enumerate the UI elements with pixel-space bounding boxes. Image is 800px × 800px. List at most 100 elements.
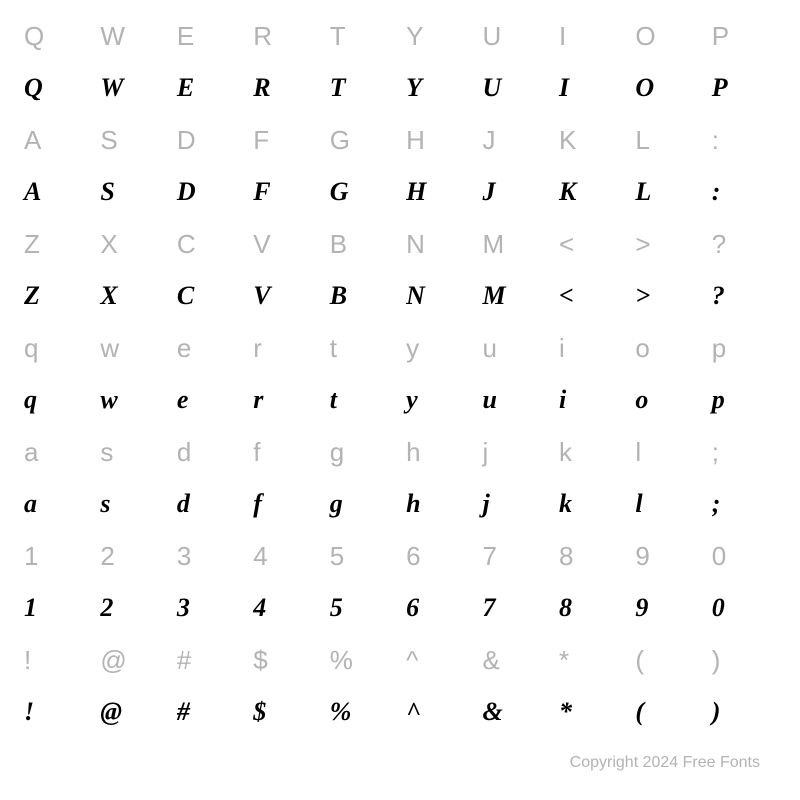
sample-char: ( — [631, 697, 703, 727]
sample-char: S — [96, 177, 168, 207]
sample-char: C — [173, 281, 245, 311]
sample-char: o — [631, 385, 703, 415]
sample-row: qwertyuiop — [20, 374, 780, 426]
reference-char: * — [555, 645, 627, 676]
sample-char: l — [631, 489, 703, 519]
sample-char: > — [631, 281, 703, 311]
sample-char: g — [326, 489, 398, 519]
reference-char: D — [173, 125, 245, 156]
reference-char: Z — [20, 229, 92, 260]
sample-char: A — [20, 177, 92, 207]
reference-char: 1 — [20, 541, 92, 572]
sample-char: 9 — [631, 593, 703, 623]
sample-row: QWERTYUIOP — [20, 62, 780, 114]
reference-char: G — [326, 125, 398, 156]
reference-char: 2 — [96, 541, 168, 572]
reference-char: ) — [708, 645, 780, 676]
sample-char: G — [326, 177, 398, 207]
sample-char: w — [96, 385, 168, 415]
reference-char: d — [173, 437, 245, 468]
reference-char: N — [402, 229, 474, 260]
sample-char: 2 — [96, 593, 168, 623]
sample-char: J — [479, 177, 551, 207]
sample-char: 0 — [708, 593, 780, 623]
copyright-text: Copyright 2024 Free Fonts — [570, 754, 760, 772]
reference-char: C — [173, 229, 245, 260]
reference-row: qwertyuiop — [20, 322, 780, 374]
reference-char: j — [479, 437, 551, 468]
reference-char: y — [402, 333, 474, 364]
sample-char: E — [173, 73, 245, 103]
sample-char: ) — [708, 697, 780, 727]
sample-char: q — [20, 385, 92, 415]
reference-char: p — [708, 333, 780, 364]
sample-char: K — [555, 177, 627, 207]
reference-char: 7 — [479, 541, 551, 572]
reference-char: J — [479, 125, 551, 156]
sample-char: d — [173, 489, 245, 519]
sample-char: j — [479, 489, 551, 519]
reference-row: asdfghjkl; — [20, 426, 780, 478]
reference-char: u — [479, 333, 551, 364]
reference-char: > — [631, 229, 703, 260]
reference-row: ZXCVBNM<>? — [20, 218, 780, 270]
reference-char: t — [326, 333, 398, 364]
sample-char: # — [173, 697, 245, 727]
sample-char: U — [479, 73, 551, 103]
sample-char: ^ — [402, 697, 474, 727]
sample-char: Q — [20, 73, 92, 103]
reference-char: A — [20, 125, 92, 156]
sample-char: u — [479, 385, 551, 415]
sample-char: % — [326, 697, 398, 727]
reference-char: & — [479, 645, 551, 676]
reference-char: X — [96, 229, 168, 260]
reference-char: ^ — [402, 645, 474, 676]
sample-char: R — [249, 73, 321, 103]
sample-char: * — [555, 697, 627, 727]
reference-char: ? — [708, 229, 780, 260]
reference-char: r — [249, 333, 321, 364]
reference-char: O — [631, 21, 703, 52]
reference-row: 1234567890 — [20, 530, 780, 582]
reference-char: q — [20, 333, 92, 364]
sample-char: h — [402, 489, 474, 519]
reference-char: M — [479, 229, 551, 260]
reference-char: Y — [402, 21, 474, 52]
reference-char: V — [249, 229, 321, 260]
sample-row: ASDFGHJKL: — [20, 166, 780, 218]
reference-char: < — [555, 229, 627, 260]
sample-char: e — [173, 385, 245, 415]
reference-char: 3 — [173, 541, 245, 572]
sample-char: y — [402, 385, 474, 415]
sample-char: 5 — [326, 593, 398, 623]
sample-char: M — [479, 281, 551, 311]
sample-char: 7 — [479, 593, 551, 623]
sample-char: D — [173, 177, 245, 207]
reference-char: 0 — [708, 541, 780, 572]
reference-char: P — [708, 21, 780, 52]
reference-char: B — [326, 229, 398, 260]
reference-char: g — [326, 437, 398, 468]
reference-char: I — [555, 21, 627, 52]
reference-char: 6 — [402, 541, 474, 572]
reference-char: # — [173, 645, 245, 676]
sample-char: i — [555, 385, 627, 415]
reference-char: R — [249, 21, 321, 52]
sample-char: W — [96, 73, 168, 103]
reference-char: 5 — [326, 541, 398, 572]
sample-char: B — [326, 281, 398, 311]
reference-char: ! — [20, 645, 92, 676]
sample-char: & — [479, 697, 551, 727]
sample-char: r — [249, 385, 321, 415]
reference-char: 4 — [249, 541, 321, 572]
sample-char: N — [402, 281, 474, 311]
reference-char: w — [96, 333, 168, 364]
sample-char: 3 — [173, 593, 245, 623]
sample-char: Z — [20, 281, 92, 311]
reference-char: h — [402, 437, 474, 468]
reference-char: l — [631, 437, 703, 468]
reference-char: a — [20, 437, 92, 468]
sample-char: P — [708, 73, 780, 103]
sample-char: 1 — [20, 593, 92, 623]
sample-char: L — [631, 177, 703, 207]
